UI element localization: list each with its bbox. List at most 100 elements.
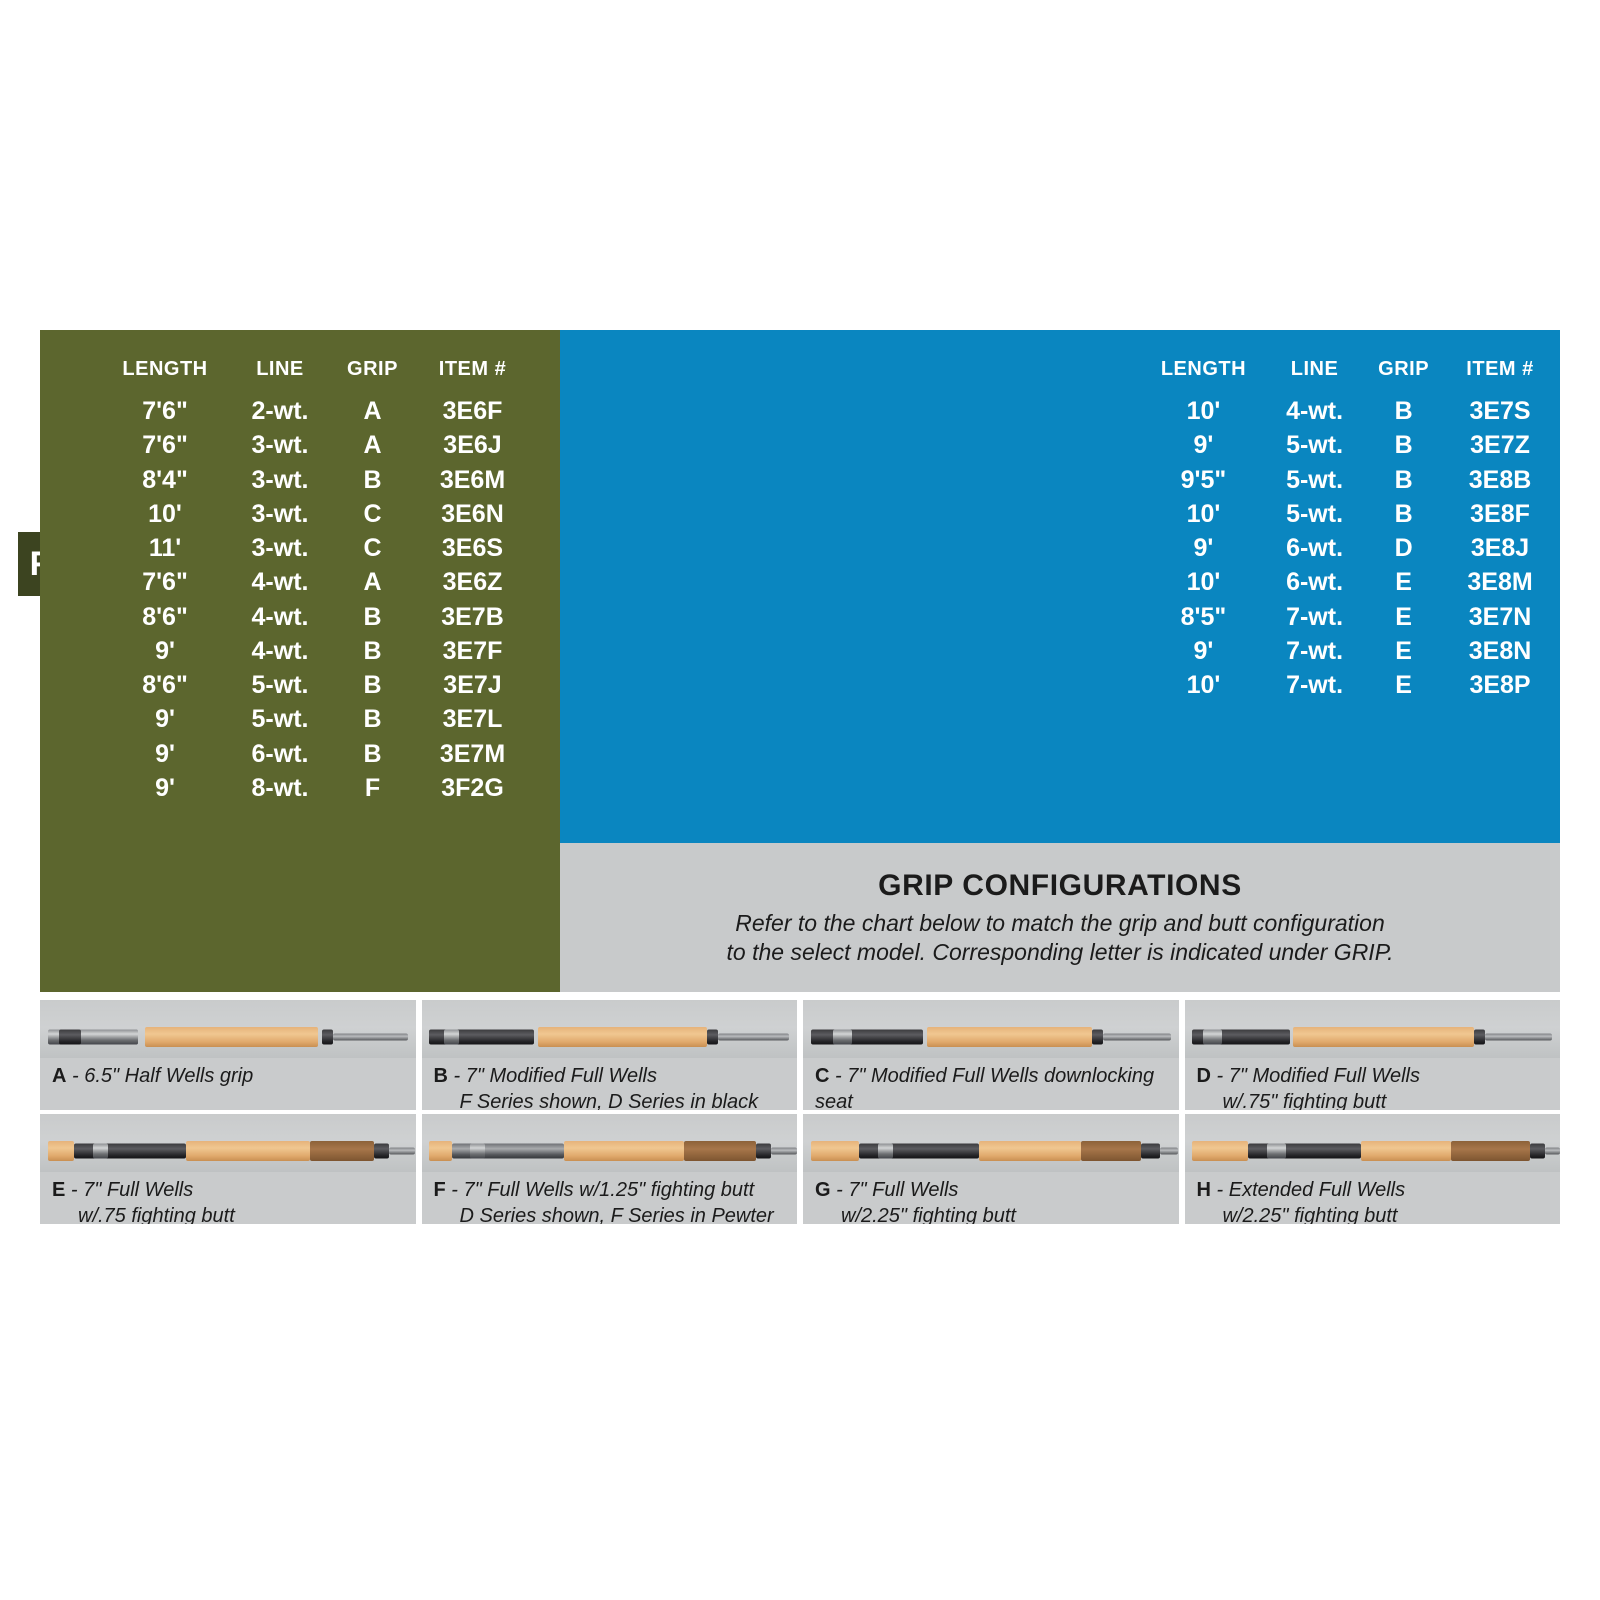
cell-line: 4-wt. <box>251 602 309 631</box>
grip-card-f[interactable]: F - 7" Full Wells w/1.25" fighting butt D… <box>421 1114 798 1224</box>
cell-grip: E <box>1395 671 1412 699</box>
rod-segment-dark <box>1529 1143 1545 1159</box>
cell-line: 5-wt. <box>1286 499 1344 528</box>
rod-segment-dark <box>1248 1143 1361 1159</box>
grip-description-line2: w/.75 fighting butt <box>78 1204 235 1224</box>
cell-item: 3E6N <box>441 499 504 528</box>
table-row: 8'5" 7-wt. E 3E7N <box>1145 600 1560 634</box>
cell-grip: B <box>1394 397 1413 425</box>
rod-segment-cork-dark <box>684 1141 756 1161</box>
table-row: 10' 6-wt. E 3E8M <box>1145 565 1560 599</box>
grip-description-line2: w/.75" fighting butt <box>1222 1090 1387 1110</box>
cell-line: 5-wt. <box>251 671 309 699</box>
grip-letter: A <box>52 1065 67 1087</box>
cell-length: 10' <box>1186 499 1221 528</box>
cell-item: 3E7F <box>442 636 503 665</box>
grip-photo-d <box>1184 1000 1560 1058</box>
col-header-item: ITEM # <box>1466 358 1534 380</box>
grip-letter: H <box>1196 1179 1211 1201</box>
rod-segment-dark <box>58 1029 82 1045</box>
rod-segment-dark <box>755 1143 771 1159</box>
rod-illustration <box>422 1140 798 1162</box>
grip-photo-b <box>421 1000 797 1058</box>
grip-card-h[interactable]: H - Extended Full Wells w/2.25" fighting … <box>1184 1114 1560 1224</box>
cell-item: 3F2G <box>441 773 504 802</box>
rod-segment-dark <box>73 1143 187 1159</box>
cell-line: 2-wt. <box>251 397 309 425</box>
cell-grip: B <box>363 465 382 494</box>
grip-card-g[interactable]: G - 7" Full Wells w/2.25" fighting butt <box>803 1114 1179 1224</box>
grip-card-d[interactable]: D - 7" Modified Full Wells w/.75" fightin… <box>1184 1000 1560 1110</box>
grip-caption-f: F - 7" Full Wells w/1.25" fighting butt D… <box>434 1178 790 1224</box>
cell-grip: A <box>363 397 382 425</box>
cell-item: 3E7L <box>442 705 503 734</box>
cell-line: 6-wt. <box>251 739 309 768</box>
cell-length: 9' <box>155 636 175 665</box>
table-row: 9' 6-wt. D 3E8J <box>1145 531 1560 565</box>
grip-description-line2: D Series shown, F Series in Pewter <box>459 1204 774 1224</box>
d-series-spec-table-left: LENGTH LINE GRIP ITEM # 10' 4-wt. B 3E7S 9' 5… <box>1145 358 1560 702</box>
grip-caption-a: A - 6.5" Half Wells grip <box>52 1064 408 1090</box>
rod-segment-dark <box>1140 1143 1160 1159</box>
grip-description-line1: - 7" Modified Full Wells downlocking sea… <box>815 1065 1155 1110</box>
cell-item: 3E8M <box>1467 568 1533 597</box>
grip-card-grid: A - 6.5" Half Wells grip B - 7" Modified … <box>40 1000 1560 1224</box>
grip-letter: E <box>52 1179 66 1201</box>
col-header-length: LENGTH <box>122 358 208 380</box>
rod-segment-blank <box>389 1147 416 1155</box>
cell-grip: B <box>363 636 382 665</box>
rod-segment-blank <box>770 1147 797 1155</box>
cell-grip: B <box>1394 465 1413 494</box>
table-row: 7'6" 3-wt. A 3E6J <box>105 428 535 462</box>
cell-grip: B <box>363 602 382 631</box>
table-row: 9' 7-wt. E 3E8N <box>1145 634 1560 668</box>
rod-segment-blank <box>1484 1033 1553 1041</box>
rod-illustration <box>803 1026 1179 1048</box>
grip-card-e[interactable]: E - 7" Full Wells w/.75 fighting butt <box>40 1114 416 1224</box>
col-header-grip: GRIP <box>1378 358 1430 380</box>
grip-configurations-block: GRIP CONFIGURATIONS Refer to the chart b… <box>560 843 1560 992</box>
grip-configurations-subtitle-line1: Refer to the chart below to match the gr… <box>735 909 1385 936</box>
cell-grip: F <box>364 773 381 802</box>
grip-caption-e: E - 7" Full Wells w/.75 fighting butt <box>52 1178 408 1224</box>
rod-segment-cork <box>926 1027 1093 1047</box>
f-series-spec-table: LENGTH LINE GRIP ITEM # 7'6" 2-wt. A 3E6F 7'… <box>105 358 535 805</box>
table-row: 10' 4-wt. B 3E7S <box>1145 394 1560 428</box>
grip-configurations-panel: GRIP CONFIGURATIONS Refer to the chart b… <box>560 843 1560 992</box>
cell-item: 3E8F <box>1470 499 1530 528</box>
rod-segment-metal <box>444 1029 460 1045</box>
cell-line: 3-wt. <box>251 499 309 528</box>
grip-card-c[interactable]: C - 7" Modified Full Wells downlocking s… <box>803 1000 1179 1110</box>
rod-segment-dark <box>1092 1029 1104 1045</box>
grip-card-a[interactable]: A - 6.5" Half Wells grip <box>40 1000 416 1110</box>
rod-segment-cork <box>979 1141 1081 1161</box>
cell-item: 3E6J <box>443 431 502 460</box>
grip-card-b[interactable]: B - 7" Modified Full Wells F Series shown… <box>421 1000 797 1110</box>
cell-length: 7'6" <box>142 397 188 425</box>
grip-caption-g: G - 7" Full Wells w/2.25" fighting butt <box>815 1178 1171 1224</box>
rod-segment-cork-dark <box>310 1141 375 1161</box>
cell-line: 5-wt. <box>1286 431 1344 460</box>
grip-letter: C <box>815 1065 830 1087</box>
cell-length: 9' <box>155 739 175 768</box>
rod-segment-cork <box>145 1027 318 1047</box>
grip-letter: F <box>433 1179 446 1201</box>
rod-segment-metal <box>1267 1143 1286 1159</box>
rod-segment-metal <box>1203 1029 1223 1045</box>
rod-segment-cork <box>1192 1141 1249 1161</box>
rod-segment-cork <box>537 1027 707 1047</box>
table-row: 9' 5-wt. B 3E7Z <box>1145 428 1560 462</box>
rod-segment-dark <box>1473 1029 1485 1045</box>
cell-line: 6-wt. <box>1286 534 1344 562</box>
rod-segment-blank <box>1103 1033 1171 1041</box>
table-row: 8'6" 5-wt. B 3E7J <box>105 668 535 702</box>
cell-grip: A <box>363 568 382 597</box>
cell-length: 9' <box>155 773 175 802</box>
col-header-length: LENGTH <box>1160 358 1247 380</box>
col-header-item: ITEM # <box>438 358 507 380</box>
rod-segment-dark <box>1233 1029 1286 1045</box>
cell-length: 9' <box>1193 534 1214 562</box>
cell-length: 8'4" <box>142 465 188 494</box>
grip-photo-a <box>40 1000 416 1058</box>
